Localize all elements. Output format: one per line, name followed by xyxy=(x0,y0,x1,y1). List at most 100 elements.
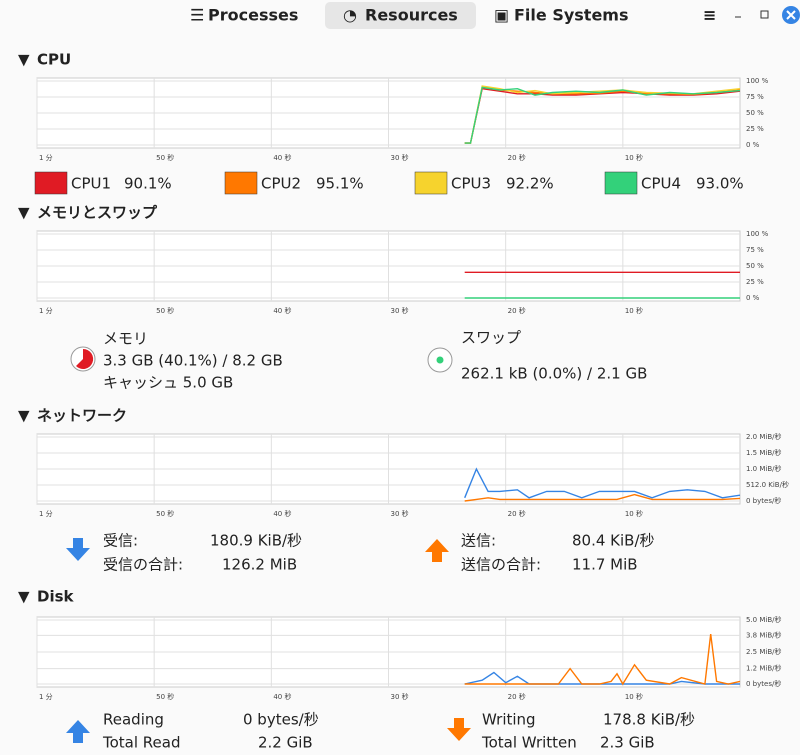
swap-name: スワップ xyxy=(461,329,521,347)
series-line xyxy=(464,86,741,144)
section-toggle[interactable]: ▼ xyxy=(18,51,30,69)
legend-name: CPU1 xyxy=(71,175,111,193)
x-tick-label: 40 秒 xyxy=(273,692,291,701)
stat-name: Reading xyxy=(103,711,164,729)
legend-swatch xyxy=(224,171,258,195)
legend-swatch xyxy=(604,171,638,195)
legend-swatch xyxy=(34,171,68,195)
stat-total-name: 受信の合計: xyxy=(103,556,183,574)
x-tick-label: 20 秒 xyxy=(508,692,526,701)
series-line xyxy=(464,671,740,685)
y-tick-label: 0 % xyxy=(746,141,760,149)
x-tick-label: 30 秒 xyxy=(391,509,409,518)
x-tick-label: 10 秒 xyxy=(625,306,643,315)
legend-value: 92.2% xyxy=(506,175,554,193)
stat-total-name: 送信の合計: xyxy=(461,556,541,574)
x-tick-label: 1 分 xyxy=(39,509,53,518)
legend-value: 93.0% xyxy=(696,175,744,193)
x-tick-label: 1 分 xyxy=(39,692,53,701)
section-toggle[interactable]: ▼ xyxy=(18,204,30,222)
memory-pie-slice xyxy=(76,348,94,369)
tab[interactable]: Processes xyxy=(208,6,298,25)
write-arrow xyxy=(447,718,471,741)
series-line xyxy=(464,634,741,686)
y-tick-label: 75 % xyxy=(746,93,764,101)
y-tick-label: 50 % xyxy=(746,262,764,270)
maximize-button[interactable] xyxy=(760,10,769,19)
series-line xyxy=(464,493,741,502)
section-title: メモリとスワップ xyxy=(37,204,158,222)
legend-name: CPU4 xyxy=(641,175,681,193)
tab[interactable]: Resources xyxy=(365,6,458,25)
section-title: Disk xyxy=(37,588,75,606)
section-title: ネットワーク xyxy=(37,407,127,425)
x-tick-label: 40 秒 xyxy=(273,153,291,162)
section-toggle[interactable]: ▼ xyxy=(18,588,30,606)
legend-value: 90.1% xyxy=(124,175,172,193)
stat-total: 126.2 MiB xyxy=(222,556,297,574)
stat-total: 2.2 GiB xyxy=(258,734,313,752)
selected-tab-bg xyxy=(325,2,476,29)
y-tick-label: 2.5 MiB/秒 xyxy=(746,647,782,656)
x-tick-label: 40 秒 xyxy=(273,509,291,518)
stat-total-name: Total Read xyxy=(102,734,181,752)
y-tick-label: 75 % xyxy=(746,246,764,254)
x-tick-label: 30 秒 xyxy=(391,306,409,315)
x-tick-label: 30 秒 xyxy=(391,692,409,701)
y-tick-label: 100 % xyxy=(746,77,769,85)
menu-button[interactable]: ≡ xyxy=(703,6,716,25)
y-tick-label: 1.0 MiB/秒 xyxy=(746,464,782,473)
x-tick-label: 10 秒 xyxy=(625,153,643,162)
sections: ▼ CPU 1 分 50 秒 40 秒 30 秒 20 秒 10 秒 100 % 75 % 50 %… xyxy=(18,51,789,702)
read-arrow xyxy=(66,720,90,743)
swap-detail: 262.1 kB (0.0%) / 2.1 GB xyxy=(461,365,647,383)
y-tick-label: 25 % xyxy=(746,125,764,133)
y-tick-label: 1.2 MiB/秒 xyxy=(746,664,782,673)
x-tick-label: 20 秒 xyxy=(508,306,526,315)
x-tick-label: 50 秒 xyxy=(156,306,174,315)
memory-cache: キャッシュ 5.0 GB xyxy=(103,374,233,392)
x-tick-label: 50 秒 xyxy=(156,153,174,162)
swap-dot xyxy=(436,356,444,364)
stat-rate: 178.8 KiB/秒 xyxy=(603,711,695,729)
tab[interactable]: File Systems xyxy=(514,6,629,25)
y-tick-label: 5.0 MiB/秒 xyxy=(746,615,782,624)
section-title: CPU xyxy=(37,51,71,69)
memory-detail: 3.3 GB (40.1%) / 8.2 GB xyxy=(103,352,283,370)
legend-value: 95.1% xyxy=(316,175,364,193)
y-tick-label: 50 % xyxy=(746,109,764,117)
y-tick-label: 25 % xyxy=(746,278,764,286)
x-tick-label: 30 秒 xyxy=(391,153,409,162)
close-icon xyxy=(786,10,796,20)
stat-name: Writing xyxy=(482,711,536,729)
y-tick-label: 0 bytes/秒 xyxy=(746,679,781,688)
x-tick-label: 1 分 xyxy=(39,153,53,162)
y-tick-label: 2.0 MiB/秒 xyxy=(746,432,782,441)
x-tick-label: 20 秒 xyxy=(508,509,526,518)
tab-icon: ☰ xyxy=(190,6,204,25)
y-tick-label: 100 % xyxy=(746,230,769,238)
tab-icon: ▣ xyxy=(494,6,509,25)
send-arrow xyxy=(425,539,449,562)
x-tick-label: 50 秒 xyxy=(156,509,174,518)
memory-name: メモリ xyxy=(103,330,148,348)
x-tick-label: 10 秒 xyxy=(625,692,643,701)
y-tick-label: 512.0 KiB/秒 xyxy=(746,480,789,489)
tab-icon: ◔ xyxy=(343,6,357,25)
stat-total-name: Total Written xyxy=(481,734,577,752)
stat-rate: 0 bytes/秒 xyxy=(243,711,319,729)
legend-name: CPU2 xyxy=(261,175,301,193)
stat-rate: 80.4 KiB/秒 xyxy=(572,532,655,550)
x-tick-label: 40 秒 xyxy=(273,306,291,315)
receive-arrow xyxy=(66,538,90,561)
series-line xyxy=(464,87,741,144)
legend-name: CPU3 xyxy=(451,175,491,193)
x-tick-label: 50 秒 xyxy=(156,692,174,701)
stat-total: 11.7 MiB xyxy=(572,556,638,574)
stat-rate: 180.9 KiB/秒 xyxy=(210,532,302,550)
section-toggle[interactable]: ▼ xyxy=(18,407,30,425)
stat-name: 受信: xyxy=(103,532,138,550)
stat-total: 2.3 GiB xyxy=(600,734,655,752)
